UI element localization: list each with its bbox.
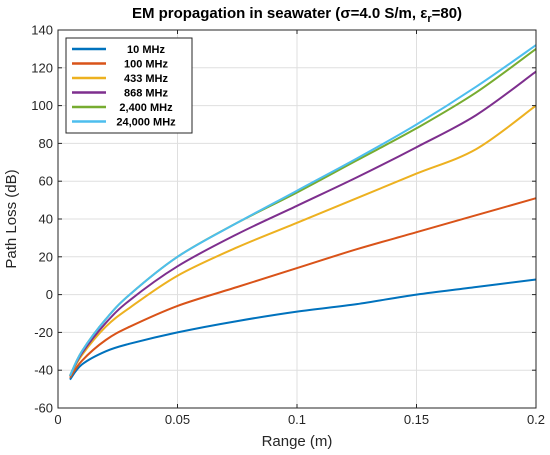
chart-title-main: EM propagation in seawater ( <box>132 5 340 22</box>
y-tick-label: -40 <box>34 363 53 378</box>
chart-title: EM propagation in seawater (σ=4.0 S/m, ε… <box>132 5 462 25</box>
legend-label: 868 MHz <box>124 88 169 100</box>
legend-label: 433 MHz <box>124 73 169 85</box>
legend-label: 10 MHz <box>127 44 165 56</box>
y-tick-label: -20 <box>34 325 53 340</box>
y-tick-label: 80 <box>39 136 53 151</box>
chart-title-sigma: σ=4.0 S/m, ε <box>340 5 427 22</box>
series-line <box>69 278 537 381</box>
y-tick-label: 40 <box>39 212 53 227</box>
y-tick-label: 0 <box>46 287 53 302</box>
series-line <box>69 44 537 377</box>
x-tick-label: 0 <box>54 412 61 427</box>
legend: 10 MHz 100 MHz 433 MHz 868 MHz 2,400 MHz 24,0… <box>65 37 193 134</box>
x-axis-label: Range (m) <box>262 433 333 450</box>
legend-box <box>65 37 193 134</box>
x-tick-label: 0.05 <box>165 412 190 427</box>
y-tick-label: 20 <box>39 249 53 264</box>
x-tick-label: 0.2 <box>527 412 545 427</box>
series-line <box>69 197 537 379</box>
axes: 0 0.05 0.1 0.15 0.2 -60 -40 -20 0 20 40 60 80 100 120 1… <box>31 23 545 428</box>
legend-label: 24,000 MHz <box>116 117 176 129</box>
y-tick-label: 100 <box>31 98 53 113</box>
y-tick-label: 140 <box>31 23 53 38</box>
y-tick-label: 120 <box>31 60 53 75</box>
x-tick-label: 0.1 <box>288 412 306 427</box>
series-line <box>69 70 537 377</box>
chart-title-end: =80) <box>432 5 462 22</box>
legend-label: 100 MHz <box>124 59 169 71</box>
legend-label: 2,400 MHz <box>119 102 173 114</box>
series-line <box>69 104 537 377</box>
y-axis-label: Path Loss (dB) <box>3 169 20 268</box>
series-lines <box>69 44 537 381</box>
chart-title-subscript: r <box>427 13 432 25</box>
y-tick-label: 60 <box>39 174 53 189</box>
y-tick-label: -60 <box>34 401 53 416</box>
x-tick-label: 0.15 <box>404 412 429 427</box>
